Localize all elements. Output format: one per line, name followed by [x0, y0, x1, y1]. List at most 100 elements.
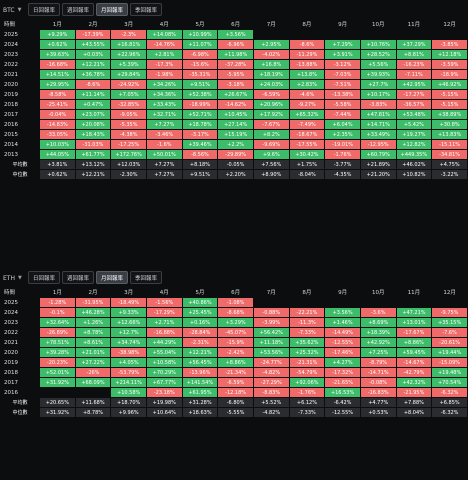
chevron-down-icon: ▼ — [17, 275, 22, 281]
stat-cell: -3.22% — [432, 170, 467, 179]
return-cell: +68.09% — [75, 378, 111, 387]
return-cell: +61.95% — [182, 388, 218, 397]
btc-coin-select[interactable]: BTC ▼ — [3, 4, 21, 16]
year-cell: 2017 — [1, 110, 39, 119]
tab-1[interactable]: 日回報率 — [28, 271, 61, 284]
return-cell: +14.51% — [40, 70, 75, 79]
table-row: 2022 -16.68% +12.21% +5.39% -17.3% -15.6% -37.… — [1, 60, 467, 69]
return-cell: +30.42% — [289, 150, 325, 159]
month-header: 4月 — [159, 290, 169, 296]
return-cell: +50.01% — [146, 150, 182, 159]
return-cell: -7.33% — [289, 328, 325, 337]
return-cell: -15.9% — [218, 338, 253, 347]
return-cell: +2.35% — [325, 130, 360, 139]
year-cell: 2018 — [1, 368, 39, 377]
return-cell: +37.29% — [396, 40, 432, 49]
return-cell: -3.99% — [253, 318, 289, 327]
return-cell: -3.83% — [360, 100, 396, 109]
month-header: 12月 — [443, 22, 456, 28]
btc-returns-table: 時間 1月 2月 3月 4月 5月 6月 7月 8月 9月 10月 11月 12月 2025 +9.29% -… — [0, 18, 468, 180]
table-row: 2018 +52.01% -26% -53.79% +70.29% -13.96% -21.… — [1, 368, 467, 377]
return-cell: +20.96% — [253, 100, 289, 109]
return-cell — [253, 30, 289, 39]
return-cell: +8.86% — [396, 338, 432, 347]
stat-row: 中位數 +0.62% +12.21% -2.30% +7.27% +9.51% +2.20%… — [1, 170, 467, 179]
month-header: 3月 — [124, 22, 134, 28]
month-header: 3月 — [124, 290, 134, 296]
return-cell: +11.07% — [182, 40, 218, 49]
coin-label: BTC — [3, 6, 15, 14]
table-row: 2021 +78.51% +8.61% +34.74% +44.29% -2.31% -15… — [1, 338, 467, 347]
return-cell: -5.58% — [325, 100, 360, 109]
tab-1[interactable]: 日回報率 — [28, 3, 61, 16]
return-cell: +13.01% — [396, 318, 432, 327]
return-cell: +12.66% — [111, 318, 146, 327]
return-cell: +33.43% — [146, 100, 182, 109]
year-cell: 2018 — [1, 100, 39, 109]
return-cell: -9.27% — [289, 100, 325, 109]
tab-2[interactable]: 週回報率 — [62, 3, 95, 16]
return-cell: +10.03% — [40, 140, 75, 149]
table-row: 2023 +39.63% +0.03% +22.96% +2.81% -6.98% +11.… — [1, 50, 467, 59]
tab-4[interactable]: 季回報率 — [130, 271, 163, 284]
return-cell: +20.08% — [75, 120, 111, 129]
return-cell: -5.35% — [111, 120, 146, 129]
return-cell: -1.08% — [218, 298, 253, 307]
month-header: 6月 — [231, 290, 241, 296]
return-cell: +0.47% — [75, 100, 111, 109]
return-cell: +46.92% — [432, 80, 467, 89]
return-cell — [289, 298, 325, 307]
return-cell: +38.89% — [432, 110, 467, 119]
return-cell — [40, 388, 75, 397]
return-cell: -53.79% — [111, 368, 146, 377]
return-cell: -3.59% — [432, 60, 467, 69]
return-cell: +65.32% — [289, 110, 325, 119]
return-cell: +2.2% — [218, 140, 253, 149]
stat-cell: -12.55% — [325, 408, 360, 417]
return-cell: -27.29% — [253, 378, 289, 387]
eth-coin-select[interactable]: ETH ▼ — [3, 272, 22, 284]
return-cell: -5.15% — [432, 100, 467, 109]
stat-cell: +8.18% — [182, 160, 218, 169]
stat-cell: +8.04% — [396, 408, 432, 417]
return-cell: -3.18% — [218, 80, 253, 89]
return-cell: -0.88% — [253, 308, 289, 317]
return-cell: +67.77% — [146, 378, 182, 387]
return-cell: +7.27% — [146, 120, 182, 129]
stat-cell: +9.96% — [111, 408, 146, 417]
return-cell: +449.35% — [396, 150, 432, 159]
return-cell: +33.49% — [360, 130, 396, 139]
return-cell: -31.03% — [75, 140, 111, 149]
stat-label: 中位數 — [1, 408, 39, 417]
tab-3[interactable]: 月回報率 — [96, 3, 129, 16]
stat-cell: +7.27% — [146, 160, 182, 169]
table-row: 2022 -26.89% +8.78% +12.7% -16.88% -28.84% -45… — [1, 328, 467, 337]
return-cell — [360, 30, 396, 39]
return-cell: -54.79% — [289, 368, 325, 377]
return-cell: +0.62% — [40, 40, 75, 49]
return-cell: -14.62% — [218, 100, 253, 109]
return-cell: -0.08% — [360, 378, 396, 387]
return-cell: -15.11% — [432, 140, 467, 149]
return-cell: +70.54% — [432, 378, 467, 387]
return-cell: +2.71% — [146, 318, 182, 327]
return-cell: +39.46% — [182, 140, 218, 149]
stat-cell: +9.51% — [182, 170, 218, 179]
return-cell: +3.91% — [325, 50, 360, 59]
return-cell: -21.31% — [289, 358, 325, 367]
tab-4[interactable]: 季回報率 — [130, 3, 163, 16]
return-cell: -6.98% — [182, 50, 218, 59]
return-cell: +9.6% — [253, 150, 289, 159]
stat-cell: +10.82% — [396, 170, 432, 179]
return-cell: +141.54% — [182, 378, 218, 387]
return-cell: +8.78% — [75, 328, 111, 337]
return-cell: -26.89% — [40, 328, 75, 337]
return-cell: -17.67% — [396, 328, 432, 337]
return-cell: +35.62% — [289, 338, 325, 347]
year-cell: 2017 — [1, 378, 39, 387]
tab-2[interactable]: 週回報率 — [62, 271, 95, 284]
return-cell: +19.44% — [432, 348, 467, 357]
return-cell: +55.04% — [146, 348, 182, 357]
tab-3[interactable]: 月回報率 — [96, 271, 129, 284]
return-cell: +60.79% — [360, 150, 396, 159]
